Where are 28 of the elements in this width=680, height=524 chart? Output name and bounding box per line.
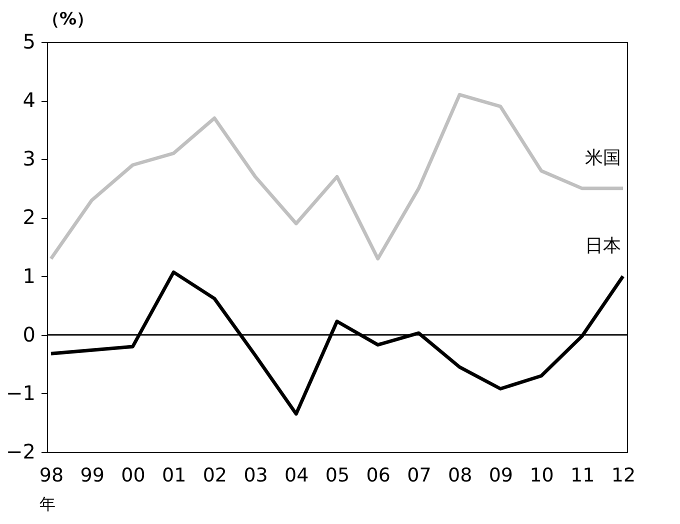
x-tick-label: 06 <box>366 464 390 486</box>
x-axis-title: 年 <box>40 494 56 514</box>
x-tick-label: 03 <box>244 464 268 486</box>
x-tick-label: 01 <box>162 464 186 486</box>
y-tick-label: 1 <box>22 264 36 288</box>
y-tick-label: 2 <box>22 205 36 230</box>
series-label: 米国 <box>585 147 621 168</box>
y-tick-label: 5 <box>22 30 36 54</box>
x-tick-label: 10 <box>530 464 554 486</box>
x-tick-label: 98 <box>39 464 64 486</box>
x-tick-label: 04 <box>284 464 309 486</box>
y-tick-label: −2 <box>6 440 36 464</box>
x-tick-label: 11 <box>570 464 595 486</box>
series-label: 日本 <box>585 235 621 256</box>
x-tick-label: 12 <box>611 464 636 486</box>
y-tick-label: 4 <box>22 88 36 112</box>
x-tick-label: 09 <box>488 464 514 486</box>
x-tick-label: 00 <box>121 464 146 486</box>
x-tick-label: 02 <box>202 464 228 486</box>
y-tick-label: −1 <box>6 380 36 405</box>
x-tick-label: 05 <box>325 464 350 486</box>
y-tick-label: 3 <box>22 146 36 171</box>
x-tick-label: 07 <box>407 464 432 486</box>
line-series <box>49 92 625 260</box>
x-tick-label: 08 <box>448 464 472 486</box>
x-tick-label: 99 <box>80 464 104 486</box>
y-tick-label: 0 <box>22 322 36 346</box>
y-axis-title: （%） <box>42 10 94 30</box>
